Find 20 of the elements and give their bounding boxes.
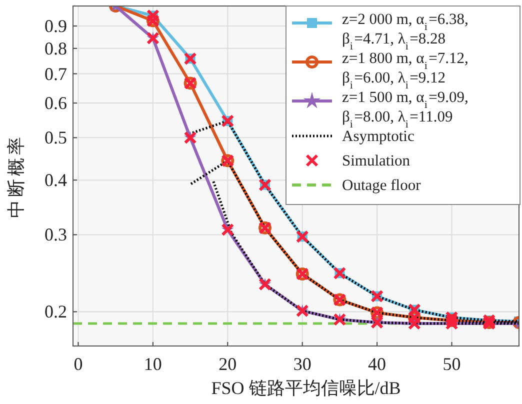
y-axis-title: 中断概率 — [6, 134, 26, 218]
y-tick-label: 0.5 — [44, 128, 67, 148]
y-tick-label: 0.9 — [44, 16, 67, 36]
y-tick-label: 0.2 — [44, 302, 67, 322]
x-tick-label: 50 — [442, 354, 461, 374]
legend-label: Outage floor — [342, 177, 422, 194]
y-tick-label: 0.3 — [44, 224, 67, 245]
x-tick-label: 10 — [144, 354, 162, 374]
x-tick-label: 30 — [293, 354, 312, 374]
text: z=1 500 m, α$_{i}$=9.09, β$_{i}$=8.00, λ$_{i}$=11.09 — [342, 89, 468, 130]
legend-label: Simulation — [342, 152, 410, 170]
x-tick-label: 20 — [218, 354, 237, 374]
legend-label: Asymptotic — [342, 128, 414, 145]
y-tick-label: 0.6 — [44, 93, 67, 114]
x-axis-title: FSO 链路平均信噪比/dB — [211, 378, 401, 398]
x-tick-label: 40 — [368, 354, 386, 374]
y-tick-label: 0.8 — [44, 38, 67, 58]
y-tick-label: 0.7 — [44, 64, 67, 84]
y-tick-label: 0.4 — [44, 170, 67, 190]
x-tick-label: 0 — [74, 354, 83, 374]
